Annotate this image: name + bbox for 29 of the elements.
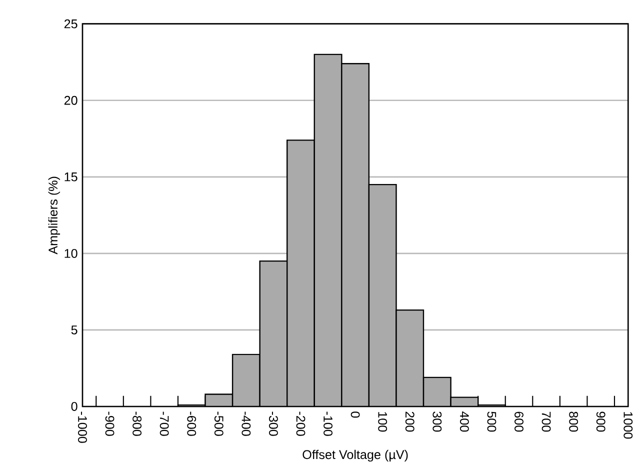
x-tick-label: 400 [460, 411, 469, 432]
x-tick-label: 1000 [624, 412, 633, 439]
x-tick-label: -1000 [78, 412, 87, 443]
x-tick-label: -400 [242, 412, 251, 436]
x-tick-label: 200 [405, 412, 414, 432]
x-tick-label: -300 [269, 412, 278, 436]
x-tick-label: -900 [105, 412, 114, 436]
x-tick-label: -200 [296, 412, 306, 436]
x-tick-label: -700 [160, 412, 169, 436]
x-tick-label: -500 [214, 412, 224, 436]
y-tick-label: 10 [64, 248, 78, 258]
y-tick-label: 15 [64, 172, 78, 182]
x-tick-label: 700 [542, 412, 551, 432]
y-tick-label: 5 [71, 326, 78, 334]
y-tick-label: 0 [71, 402, 78, 411]
x-tick-label: 900 [596, 412, 606, 432]
x-tick-label: 800 [569, 412, 578, 432]
y-tick-label: 20 [64, 96, 78, 105]
x-tick-label: -600 [187, 412, 196, 436]
x-tick-label: 300 [432, 412, 442, 432]
x-tick-label: -100 [324, 412, 332, 436]
x-tick-label: 100 [378, 412, 388, 432]
x-tick-label: 600 [514, 412, 524, 432]
x-tick-label: -800 [132, 412, 142, 436]
x-axis-title: Offset Voltage (µV) [302, 450, 408, 462]
x-tick-label: 0 [350, 412, 360, 418]
x-tick-label: 500 [487, 412, 496, 432]
y-tick-label: 25 [64, 19, 78, 28]
y-axis-title: Amplifiers (%) [48, 176, 60, 254]
